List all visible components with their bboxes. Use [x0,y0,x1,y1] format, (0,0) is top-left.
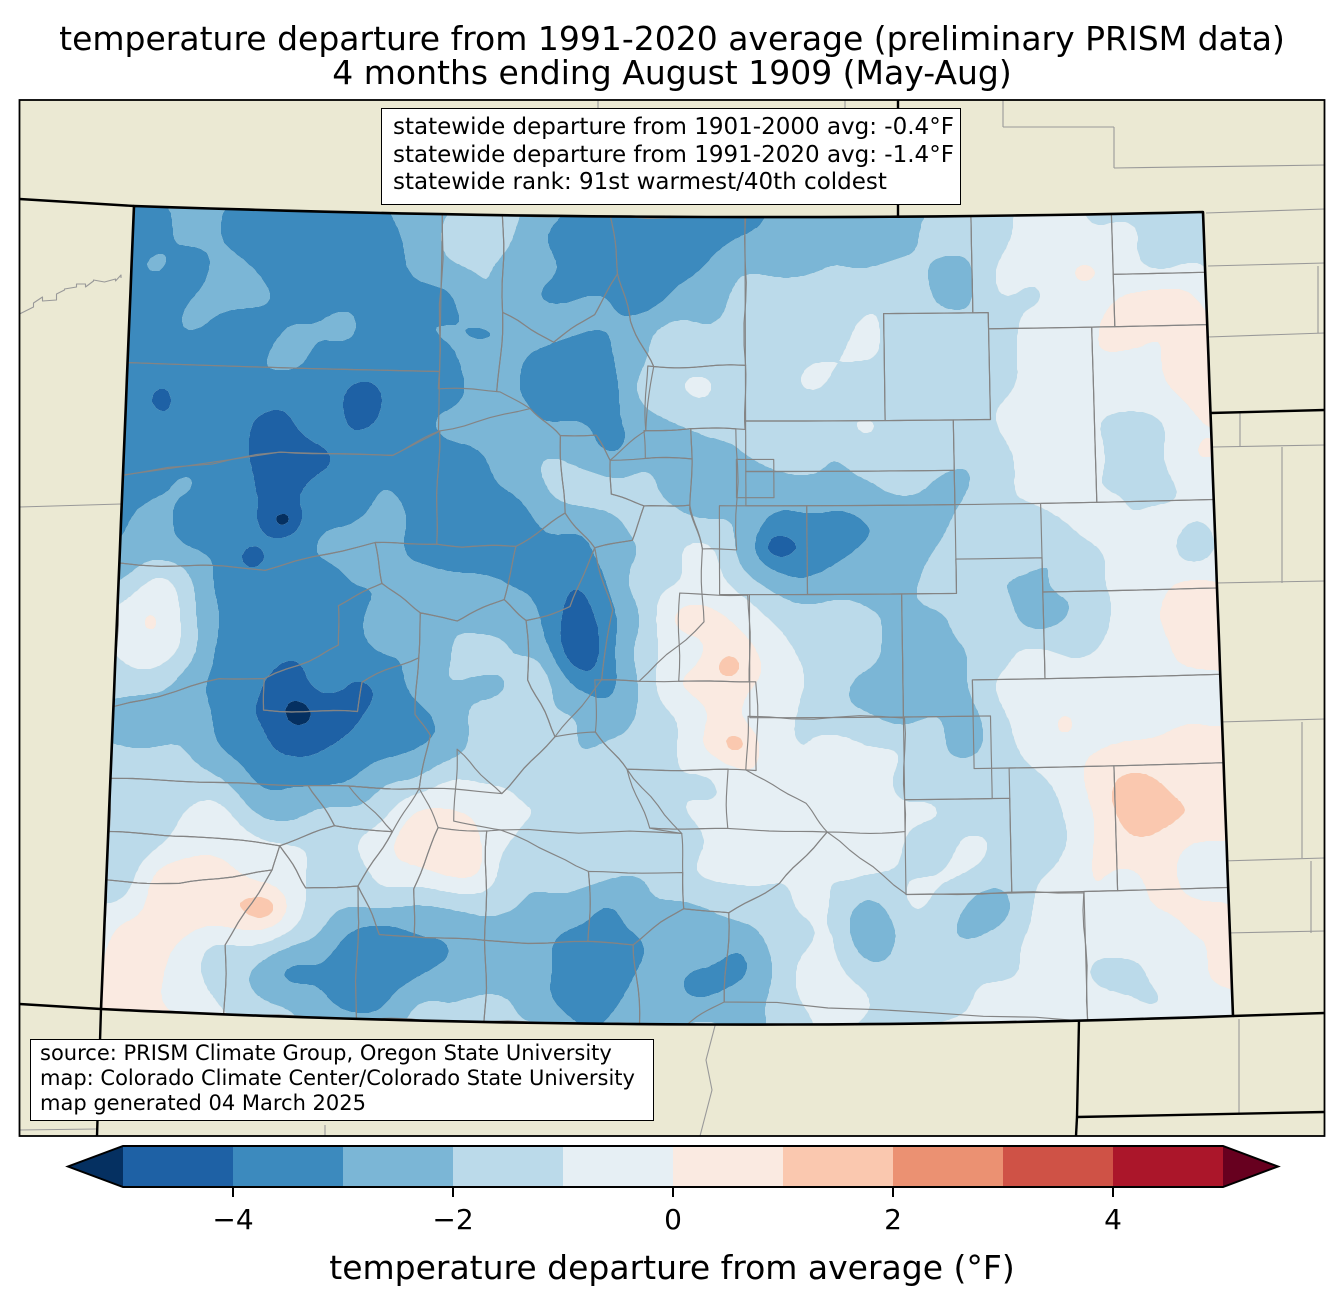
colorbar-tick-label: −4 [212,1203,254,1236]
generated-date-line: map generated 04 March 2025 [40,1091,367,1116]
colorbar-tick-label: 0 [664,1203,682,1236]
source-credit-box: source: PRISM Climate Group, Oregon Stat… [30,1039,654,1121]
colorbar-tick-label: 2 [884,1203,902,1236]
stats-line-1991-2020: statewide departure from 1991-2020 avg: … [393,141,954,168]
colorbar-tick-label: 4 [1104,1203,1122,1236]
source-line: source: PRISM Climate Group, Oregon Stat… [40,1041,612,1065]
colorado-border [99,204,1235,1026]
stats-line-1901-2000: statewide departure from 1901-2000 avg: … [393,114,954,140]
figure-title-line1: temperature departure from 1991-2020 ave… [59,19,1285,58]
temperature-contours [101,206,1233,1025]
map-axes-area [19,100,1325,1136]
colorbar-tick-label: −2 [432,1203,474,1236]
map-frame [18,99,1326,1137]
colorbar-outline [65,1145,1281,1188]
map-credit-line: map: Colorado Climate Center/Colorado St… [40,1066,635,1091]
colorbar-segments [65,1145,1281,1188]
colorbar-tick-marks [232,1187,1114,1197]
neighbor-county-lines [19,100,1325,1136]
statewide-stats-box: statewide departure from 1901-2000 avg: … [381,108,961,205]
stats-line-rank: statewide rank: 91st warmest/40th coldes… [393,169,887,196]
colorbar-axis-label: temperature departure from average (°F) [329,1248,1015,1287]
figure-title-line2: 4 months ending August 1909 (May-Aug) [332,53,1012,92]
